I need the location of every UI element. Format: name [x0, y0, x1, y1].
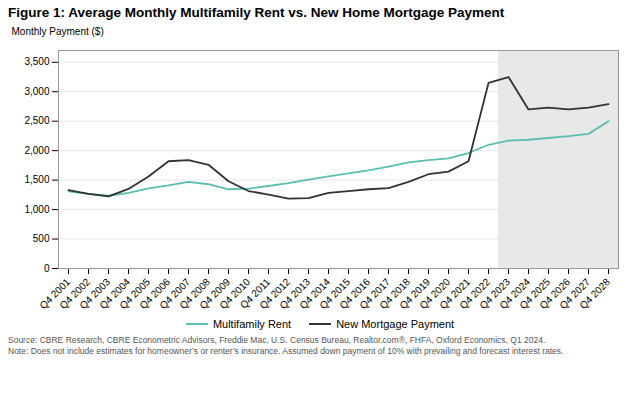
svg-text:Q4 2028: Q4 2028 [577, 276, 612, 311]
svg-text:Monthly Payment ($): Monthly Payment ($) [12, 26, 104, 37]
svg-text:Q4 2009: Q4 2009 [197, 276, 233, 312]
svg-text:Q4 2019: Q4 2019 [397, 276, 433, 312]
svg-text:500: 500 [33, 233, 50, 244]
html-text:New Mortgage Payment: New Mortgage Payment [336, 318, 455, 330]
html-text:Note: Does not include estimat: Note: Does not include estimates for hom… [8, 346, 564, 356]
html-text:Source: CBRE Research, CBRE Ec: Source: CBRE Research, CBRE Econometric … [8, 335, 546, 345]
svg-text:Q4 2013: Q4 2013 [277, 276, 313, 312]
svg-text:Q4 2010: Q4 2010 [217, 276, 253, 312]
svg-text:Q4 2018: Q4 2018 [377, 276, 413, 312]
svg-text:3,500: 3,500 [24, 56, 49, 67]
svg-text:Q4 2021: Q4 2021 [437, 276, 473, 312]
svg-text:Q4 2026: Q4 2026 [537, 276, 573, 312]
html-text:Multifamily Rent: Multifamily Rent [212, 318, 292, 330]
svg-text:Q4 2014: Q4 2014 [297, 276, 333, 312]
svg-text:Q4 2027: Q4 2027 [557, 276, 593, 312]
svg-text:Q4 2005: Q4 2005 [117, 276, 153, 312]
svg-text:Q4 2008: Q4 2008 [177, 276, 213, 312]
svg-text:3,000: 3,000 [24, 86, 49, 97]
svg-text:Q4 2012: Q4 2012 [257, 276, 293, 312]
svg-text:Q4 2016: Q4 2016 [337, 276, 373, 312]
svg-text:Q4 2024: Q4 2024 [497, 276, 533, 312]
svg-text:2,000: 2,000 [24, 145, 49, 156]
svg-text:Q4 2001: Q4 2001 [37, 276, 73, 312]
svg-text:Q4 2020: Q4 2020 [417, 276, 453, 312]
svg-text:0: 0 [44, 263, 50, 274]
svg-text:Q4 2022: Q4 2022 [457, 276, 493, 312]
svg-text:1,000: 1,000 [24, 204, 49, 215]
svg-text:Q4 2006: Q4 2006 [137, 276, 173, 312]
svg-text:Q4 2003: Q4 2003 [77, 276, 113, 312]
svg-text:Q4 2002: Q4 2002 [57, 276, 93, 312]
svg-text:1,500: 1,500 [24, 174, 49, 185]
svg-text:Q4 2017: Q4 2017 [357, 276, 393, 312]
svg-text:Q4 2007: Q4 2007 [157, 276, 193, 312]
svg-text:Q4 2025: Q4 2025 [517, 276, 553, 312]
svg-text:Q4 2004: Q4 2004 [97, 276, 133, 312]
svg-text:Q4 2023: Q4 2023 [477, 276, 513, 312]
html-text:Figure 1: Average Monthly Mult: Figure 1: Average Monthly Multifamily Re… [8, 5, 505, 20]
svg-text:Q4 2011: Q4 2011 [237, 276, 273, 311]
svg-text:2,500: 2,500 [24, 115, 49, 126]
svg-text:Q4 2015: Q4 2015 [317, 276, 353, 312]
